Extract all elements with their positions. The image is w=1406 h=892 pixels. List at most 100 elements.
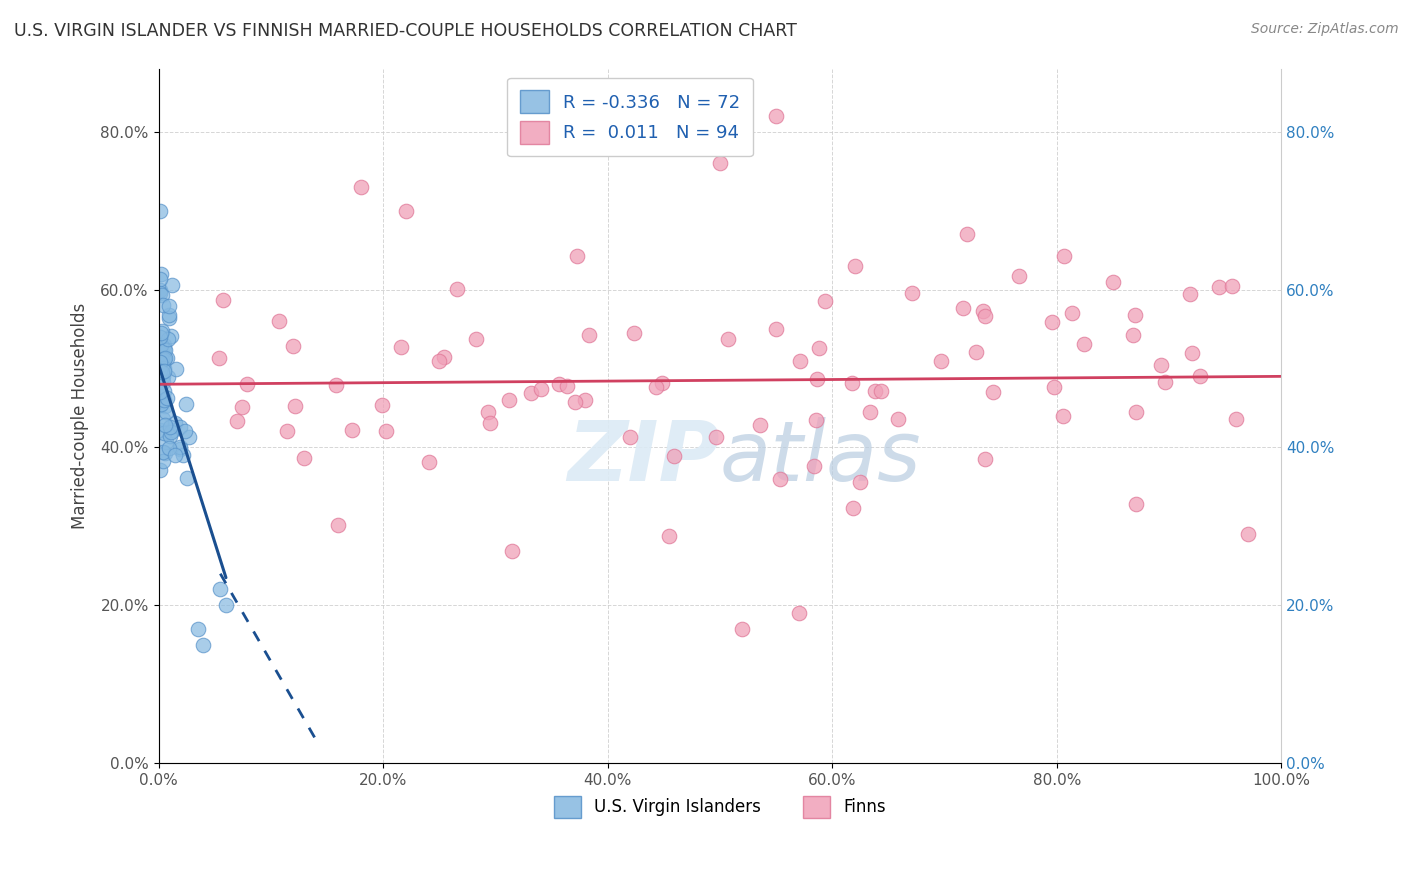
Point: [787, 606, 810, 620]
Point: [152, 376, 174, 390]
Point: [152, 298, 174, 312]
Point: [149, 364, 172, 378]
Point: [149, 283, 172, 297]
Point: [662, 449, 685, 463]
Point: [209, 582, 232, 597]
Point: [157, 441, 180, 455]
Point: [952, 301, 974, 315]
Point: [294, 450, 316, 465]
Point: [159, 429, 181, 443]
Point: [155, 351, 177, 366]
Point: [1125, 404, 1147, 418]
Point: [1053, 249, 1076, 263]
Point: [162, 423, 184, 437]
Point: [520, 386, 543, 401]
Point: [806, 371, 828, 385]
Point: [156, 351, 179, 366]
Point: [555, 379, 578, 393]
Point: [651, 376, 673, 391]
Point: [176, 471, 198, 485]
Point: [169, 441, 191, 455]
Point: [478, 416, 501, 430]
Point: [1208, 279, 1230, 293]
Point: [841, 376, 863, 391]
Point: [564, 395, 586, 409]
Point: [276, 424, 298, 438]
Point: [1225, 411, 1247, 425]
Point: [177, 430, 200, 444]
Point: [150, 288, 173, 302]
Point: [446, 282, 468, 296]
Point: [157, 309, 180, 323]
Point: [149, 423, 172, 437]
Point: [326, 517, 349, 532]
Point: [658, 529, 681, 543]
Point: [152, 445, 174, 459]
Point: [208, 351, 231, 365]
Point: [1008, 269, 1031, 284]
Point: [281, 338, 304, 352]
Point: [814, 294, 837, 309]
Point: [152, 392, 174, 407]
Point: [215, 599, 238, 613]
Point: [212, 293, 235, 307]
Point: [789, 354, 811, 368]
Point: [153, 352, 176, 367]
Point: [155, 435, 177, 450]
Point: [1073, 336, 1095, 351]
Point: [859, 405, 882, 419]
Point: [165, 448, 187, 462]
Point: [1220, 279, 1243, 293]
Point: [152, 353, 174, 368]
Point: [973, 451, 995, 466]
Point: [965, 345, 987, 359]
Point: [844, 259, 866, 273]
Point: [159, 420, 181, 434]
Point: [226, 414, 249, 428]
Point: [1102, 275, 1125, 289]
Point: [769, 472, 792, 486]
Point: [340, 423, 363, 437]
Point: [619, 430, 641, 444]
Point: [149, 272, 172, 286]
Point: [231, 400, 253, 414]
Point: [157, 311, 180, 326]
Point: [974, 310, 997, 324]
Point: [174, 397, 197, 411]
Point: [389, 340, 412, 354]
Point: [623, 326, 645, 340]
Point: [149, 355, 172, 369]
Point: [887, 412, 910, 426]
Point: [149, 267, 172, 281]
Point: [1180, 345, 1202, 359]
Point: [841, 500, 863, 515]
Point: [325, 378, 347, 392]
Point: [1122, 328, 1144, 343]
Point: [972, 304, 994, 318]
Point: [155, 399, 177, 413]
Point: [236, 377, 259, 392]
Point: [765, 322, 787, 336]
Point: [159, 425, 181, 440]
Point: [157, 370, 180, 384]
Point: [748, 418, 770, 433]
Point: [1236, 527, 1258, 541]
Point: [418, 455, 440, 469]
Point: [169, 420, 191, 434]
Point: [1180, 287, 1202, 301]
Point: [1150, 359, 1173, 373]
Point: [149, 346, 172, 360]
Point: [565, 249, 588, 263]
Point: [717, 332, 740, 346]
Point: [193, 638, 215, 652]
Point: [149, 350, 172, 364]
Point: [806, 413, 828, 427]
Point: [160, 278, 183, 293]
Point: [956, 227, 979, 242]
Point: [477, 405, 499, 419]
Point: [173, 424, 195, 438]
Point: [1043, 380, 1066, 394]
Point: [153, 338, 176, 352]
Point: [153, 343, 176, 358]
Point: [1189, 369, 1212, 384]
